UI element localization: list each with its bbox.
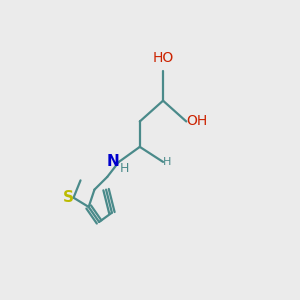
Text: H: H bbox=[163, 157, 171, 167]
Text: H: H bbox=[120, 162, 129, 175]
Text: HO: HO bbox=[152, 51, 174, 65]
Text: N: N bbox=[106, 154, 119, 169]
Text: OH: OH bbox=[186, 115, 208, 128]
Text: S: S bbox=[62, 190, 74, 205]
